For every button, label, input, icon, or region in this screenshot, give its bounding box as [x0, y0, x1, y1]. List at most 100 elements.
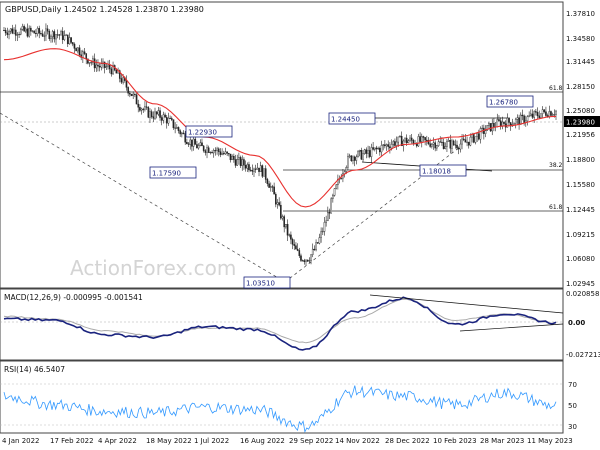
candle-body	[484, 130, 487, 134]
macd-panel-frame	[0, 288, 564, 361]
candle-body	[508, 117, 510, 123]
candle-body	[85, 53, 88, 60]
candle-body	[407, 140, 410, 144]
candle-body	[461, 138, 463, 145]
candle-body	[31, 30, 34, 32]
candle-body	[182, 132, 185, 134]
candle-body	[61, 31, 64, 40]
candle-body	[332, 195, 334, 199]
candle-body	[486, 125, 489, 131]
candle-body	[488, 123, 490, 126]
candle-body	[142, 108, 145, 110]
candle-body	[150, 111, 153, 117]
macd-lower-trend	[459, 323, 564, 332]
candle-body	[179, 130, 181, 135]
candle-body	[360, 150, 363, 160]
candle-body	[66, 34, 69, 45]
chart-header: GBPUSD,Daily 1.24502 1.24528 1.23870 1.2…	[5, 5, 204, 14]
candle-body	[268, 183, 270, 188]
candle-body	[214, 150, 217, 152]
candle-body	[165, 117, 168, 124]
candle-body	[379, 148, 381, 153]
macd-signal-line	[3, 298, 557, 344]
macd-header: MACD(12,26,9) -0.000995 -0.001541	[4, 293, 143, 302]
candle-body	[70, 37, 72, 43]
price-tick: 1.21956	[566, 131, 595, 139]
candle-body	[303, 260, 306, 262]
candle-body	[516, 117, 519, 120]
candle-body	[197, 145, 200, 149]
candle-body	[238, 157, 240, 160]
candle-body	[298, 250, 301, 256]
candle-body	[45, 28, 47, 37]
price-tick: 1.25080	[566, 107, 595, 115]
price-tick: 1.12445	[566, 206, 595, 214]
candle-body	[140, 108, 143, 111]
candle-body	[278, 202, 280, 206]
candle-body	[293, 244, 296, 246]
candle-body	[60, 31, 62, 36]
candle-body	[157, 110, 160, 115]
candle-body	[439, 141, 442, 143]
candle-body	[328, 212, 331, 214]
candle-body	[187, 143, 190, 145]
candle-body	[82, 51, 84, 58]
candle-body	[325, 220, 327, 223]
candle-body	[36, 28, 39, 34]
candle-body	[405, 137, 408, 144]
price-tick: 1.18800	[566, 156, 595, 164]
candle-body	[130, 93, 133, 96]
candle-body	[145, 106, 148, 108]
candle-body	[441, 141, 443, 143]
candle-body	[14, 29, 17, 36]
time-axis: 4 Jan 2022 17 Feb 2022 4 Apr 2022 18 May…	[2, 437, 573, 445]
candle-body	[426, 139, 428, 141]
annotation-label: 1.22930	[188, 129, 217, 137]
candle-body	[526, 116, 529, 122]
moving-average-line	[3, 48, 557, 208]
candle-body	[159, 110, 161, 118]
candle-body	[472, 133, 475, 143]
price-panel-frame	[0, 1, 564, 289]
candle-body	[464, 139, 467, 143]
candle-body	[226, 151, 228, 154]
candle-body	[389, 146, 391, 149]
candle-body	[545, 111, 547, 116]
candle-body	[147, 107, 150, 118]
candle-body	[4, 30, 7, 34]
candle-body	[249, 169, 252, 171]
candle-body	[432, 142, 435, 145]
candle-body	[19, 29, 22, 35]
candle-body	[152, 116, 155, 119]
fib-label: 61.8	[549, 85, 563, 92]
candle-body	[449, 140, 452, 149]
time-tick: 11 May 2023	[527, 437, 573, 445]
candle-body	[535, 111, 537, 113]
candle-body	[56, 34, 59, 36]
candle-body	[290, 234, 292, 240]
candle-body	[420, 136, 423, 142]
candle-body	[266, 179, 269, 184]
candle-body	[63, 35, 66, 40]
candle-body	[362, 153, 364, 160]
candle-body	[551, 114, 554, 116]
candle-body	[231, 156, 233, 161]
candle-body	[295, 245, 297, 250]
candle-body	[191, 139, 193, 147]
price-tick: 1.15580	[566, 181, 595, 189]
candle-body	[149, 111, 151, 118]
candle-body	[229, 153, 232, 161]
candle-body	[541, 109, 544, 114]
candle-body	[105, 66, 108, 68]
rsi-tick: 30	[568, 423, 577, 431]
candle-body	[357, 151, 359, 158]
candle-body	[87, 58, 89, 64]
candle-body	[370, 147, 373, 157]
candle-body	[382, 144, 384, 146]
time-tick: 28 Dec 2022	[385, 437, 430, 445]
candle-body	[330, 198, 332, 214]
candle-body	[176, 127, 178, 129]
candle-body	[313, 248, 316, 251]
annotation-label: 1.17590	[152, 170, 181, 178]
candle-body	[353, 156, 356, 161]
